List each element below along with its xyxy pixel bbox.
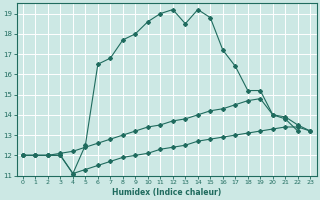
X-axis label: Humidex (Indice chaleur): Humidex (Indice chaleur) <box>112 188 221 197</box>
